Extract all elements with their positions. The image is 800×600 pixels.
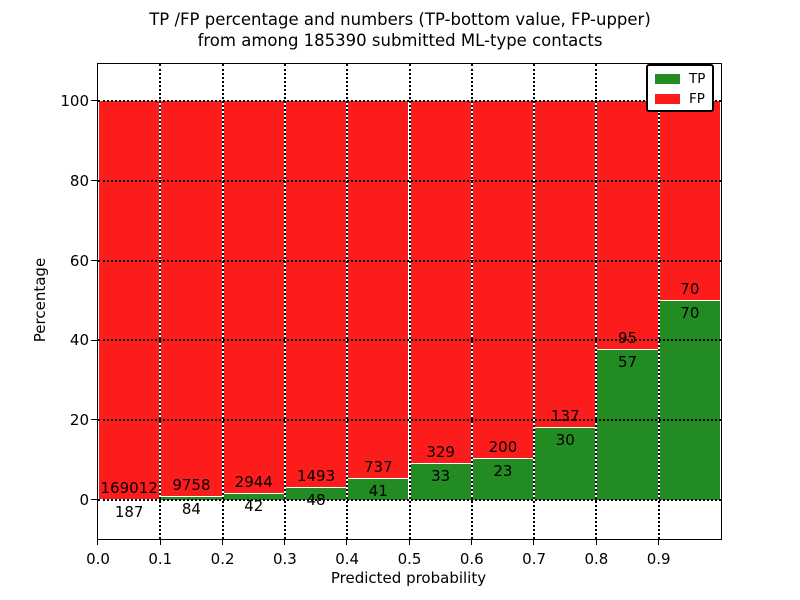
fp-bar-segment (471, 101, 535, 459)
x-axis-tick (471, 539, 472, 545)
fp-count-label: 329 (426, 442, 455, 461)
y-axis-tick (91, 180, 97, 181)
tp-legend-swatch (655, 74, 680, 84)
vertical-gridline (408, 64, 411, 539)
x-axis-tick (408, 539, 410, 545)
vertical-gridline (470, 64, 473, 539)
x-tick-label: 0.2 (210, 550, 235, 568)
vertical-gridline (346, 64, 349, 539)
fp-count-label: 9758 (172, 475, 211, 494)
fp-count-label: 737 (364, 457, 393, 476)
fp-bar-segment (658, 101, 721, 301)
fp-bar-segment (98, 101, 161, 500)
tp-count-label: 23 (493, 461, 513, 480)
y-axis-tick (91, 499, 97, 501)
tp-count-label: 30 (555, 431, 575, 450)
chart-title-line1: TP /FP percentage and numbers (TP-bottom… (149, 10, 651, 29)
fp-legend-label: FP (689, 91, 705, 107)
tp-bar-segment (471, 458, 535, 500)
y-tick-label: 60 (69, 251, 89, 270)
fp-count-label: 95 (618, 329, 638, 348)
y-axis-label: Percentage (31, 257, 49, 343)
vertical-gridline (595, 64, 598, 539)
fp-count-label: 1493 (296, 466, 336, 485)
tp-count-label: 42 (244, 497, 264, 516)
fp-count-label: 200 (488, 437, 518, 456)
vertical-gridline (283, 64, 286, 539)
plot-area: 169012 187 9758 84 2944 42 1493 48 737 41 329 33 200… (60, 63, 722, 568)
y-tick-label: 0 (79, 491, 89, 509)
fp-count-label: 137 (550, 407, 580, 426)
tp-count-label: 41 (368, 481, 388, 500)
fp-count-label: 70 (680, 279, 700, 298)
y-tick-label: 100 (60, 92, 89, 110)
chart-title-line2: from among 185390 submitted ML-type cont… (197, 31, 603, 50)
x-axis-tick (657, 539, 659, 545)
y-tick-label: 20 (69, 411, 89, 430)
x-tick-label: 0.3 (272, 550, 297, 568)
tp-count-label: 33 (431, 466, 451, 485)
fp-count-label: 2944 (234, 473, 273, 492)
x-axis-tick (284, 539, 286, 545)
vertical-gridline (221, 64, 224, 539)
y-axis-tick (91, 419, 97, 421)
x-axis-tick (533, 539, 535, 545)
tp-count-label: 57 (618, 353, 638, 372)
tp-count-label: 70 (680, 303, 700, 322)
x-axis-tick (97, 539, 99, 545)
tp-count-label: 84 (181, 499, 201, 518)
fp-bar-segment (284, 101, 348, 488)
vertical-gridline (657, 64, 660, 539)
fp-bar-segment (534, 101, 597, 429)
x-axis-label: Predicted probability (330, 569, 487, 587)
fp-bar-segment (347, 101, 410, 479)
vertical-gridline (533, 64, 536, 539)
legend: TP FP (646, 64, 714, 112)
x-tick-label: 0.7 (522, 550, 547, 568)
fp-legend-swatch (655, 94, 680, 104)
legend-entry-fp: FP (655, 91, 709, 107)
x-tick-label: 0.0 (86, 550, 110, 568)
y-axis-tick (91, 259, 97, 261)
fp-bar-segment (160, 101, 223, 497)
tp-count-label: 187 (114, 502, 144, 521)
fp-bar-segment (222, 101, 285, 495)
fp-bar-segment (409, 101, 472, 464)
x-tick-label: 0.9 (646, 550, 671, 568)
y-axis-tick (91, 339, 97, 341)
x-axis-tick (346, 539, 348, 545)
x-tick-label: 0.4 (335, 550, 360, 568)
vertical-gridline (159, 64, 162, 539)
y-tick-label: 80 (69, 171, 89, 190)
x-axis-tick (221, 539, 223, 545)
tp-bar-segment (658, 300, 721, 500)
y-tick-label: 40 (69, 331, 89, 350)
fp-count-label: 169012 (100, 478, 158, 497)
x-tick-label: 0.8 (584, 550, 609, 568)
x-axis-tick (159, 539, 161, 545)
tp-legend-label: TP (689, 71, 706, 87)
x-tick-label: 0.5 (397, 550, 422, 568)
x-axis-tick (595, 539, 597, 545)
y-axis-tick (91, 100, 97, 102)
x-tick-label: 0.6 (459, 550, 484, 568)
x-tick-label: 0.1 (148, 550, 173, 568)
tp-count-label: 48 (306, 490, 326, 509)
legend-entry-tp: TP (655, 71, 709, 87)
